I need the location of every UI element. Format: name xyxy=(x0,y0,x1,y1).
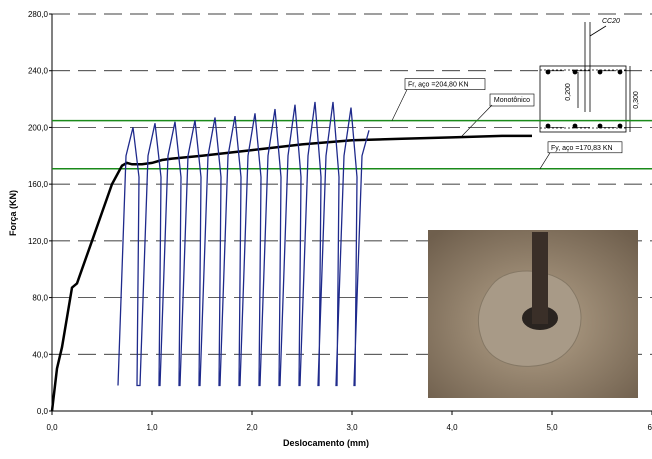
y-tick-label: 160,0 xyxy=(28,180,49,189)
callout-box xyxy=(404,78,486,90)
bar-label: CC20 xyxy=(602,18,620,25)
y-tick-label: 120,0 xyxy=(28,237,49,246)
y-axis-title: Força (KN) xyxy=(8,190,18,236)
y-tick-label: 240,0 xyxy=(28,67,49,76)
y-tick-label: 40,0 xyxy=(32,350,48,359)
callout-line xyxy=(391,89,408,121)
callout-box xyxy=(547,141,623,154)
y-tick-label: 80,0 xyxy=(32,294,48,303)
y-tick-label: 200,0 xyxy=(28,123,49,132)
callout-box xyxy=(489,93,535,107)
callout-line xyxy=(539,152,551,169)
section-diagram xyxy=(539,22,631,133)
y-tick-label: 280,0 xyxy=(28,10,49,19)
inset-photo xyxy=(428,230,638,398)
x-tick-label: 0,0 xyxy=(46,423,58,432)
dim-label: 0,300 xyxy=(633,91,640,109)
dim-label: 0,200 xyxy=(565,83,572,101)
reference-label: Fr, aço =204,80 KN xyxy=(408,82,469,89)
x-tick-label: 2,0 xyxy=(246,423,258,432)
x-tick-label: 6 xyxy=(648,423,652,432)
x-tick-label: 1,0 xyxy=(146,423,158,432)
y-tick-label: 0,0 xyxy=(37,407,49,416)
x-tick-label: 4,0 xyxy=(446,423,458,432)
x-tick-label: 3,0 xyxy=(346,423,358,432)
reference-label: Fy, aço =170,83 KN xyxy=(551,145,613,152)
x-axis-title: Deslocamento (mm) xyxy=(283,438,369,448)
x-tick-label: 5,0 xyxy=(546,423,558,432)
series-annotation: Monotônico xyxy=(494,97,530,104)
data-line xyxy=(117,101,370,387)
